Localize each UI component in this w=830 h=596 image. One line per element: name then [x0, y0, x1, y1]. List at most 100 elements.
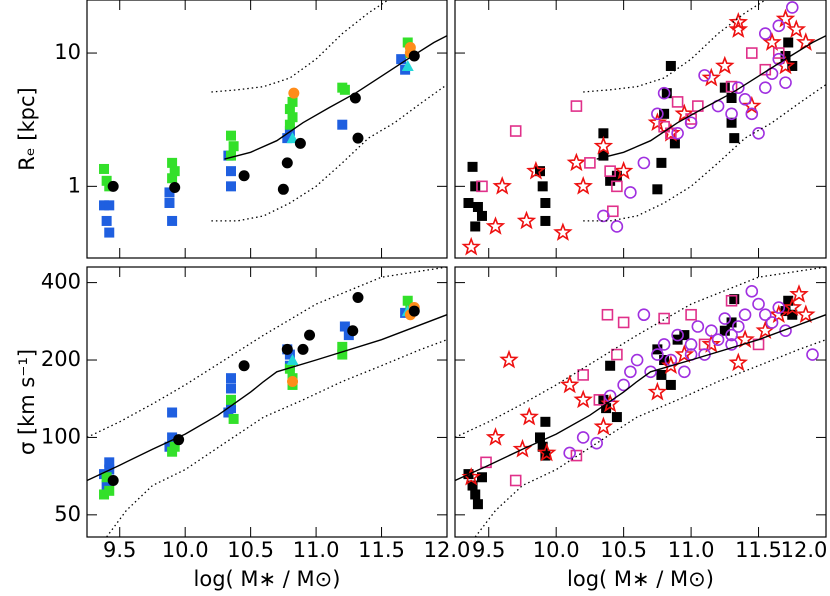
point: [796, 304, 816, 324]
point: [104, 227, 115, 238]
point: [167, 157, 178, 168]
point: [647, 381, 668, 401]
point: [732, 320, 745, 333]
plot-area: [99, 0, 447, 238]
median-line: [455, 314, 826, 482]
point: [789, 284, 809, 303]
point: [470, 221, 481, 232]
point: [337, 119, 348, 130]
point: [659, 355, 670, 366]
point: [593, 135, 614, 155]
point: [463, 197, 474, 208]
point: [593, 394, 606, 406]
point: [729, 133, 740, 144]
point: [758, 27, 772, 40]
point: [284, 119, 295, 130]
point: [726, 117, 737, 128]
y-axis-label: Rₑ [kpc]: [15, 87, 39, 170]
point: [672, 334, 683, 345]
point: [656, 157, 667, 168]
point: [485, 216, 506, 235]
x-tick-label: 10.0: [162, 538, 209, 562]
point: [519, 406, 539, 426]
point: [759, 63, 772, 76]
panel-frame: [454, 266, 827, 538]
point: [470, 489, 481, 500]
y-tick-label: 50: [54, 502, 81, 526]
y-tick-label: 10: [54, 40, 81, 64]
point: [228, 413, 239, 424]
point: [787, 309, 798, 320]
x-tick-label: 9.5: [472, 538, 505, 562]
point: [104, 200, 115, 211]
point: [167, 432, 178, 443]
x-axis-label: log( M∗ / M⊙): [567, 567, 714, 591]
point: [476, 210, 487, 221]
point: [167, 215, 178, 226]
point: [679, 330, 690, 341]
point: [537, 181, 548, 192]
dotted-line: [474, 339, 826, 537]
point: [607, 205, 619, 218]
point: [99, 200, 110, 211]
point: [772, 19, 786, 33]
point: [659, 108, 670, 119]
point: [104, 457, 115, 468]
point: [617, 316, 630, 329]
point: [284, 363, 295, 374]
point: [512, 438, 533, 458]
point: [352, 292, 364, 304]
point: [728, 352, 749, 372]
point: [644, 365, 657, 379]
point: [566, 152, 587, 172]
point: [661, 355, 681, 375]
point: [173, 434, 185, 446]
point: [657, 86, 671, 100]
point: [669, 138, 680, 149]
point: [337, 341, 348, 352]
point: [725, 80, 738, 93]
x-tick-label: 9.5: [103, 538, 136, 562]
point: [684, 338, 698, 351]
point: [540, 416, 551, 427]
point: [698, 69, 711, 82]
point: [101, 175, 112, 186]
point: [674, 344, 695, 363]
point: [783, 37, 794, 48]
point: [509, 125, 522, 137]
point: [729, 294, 740, 305]
point: [691, 320, 705, 333]
median-line: [224, 35, 447, 160]
point: [570, 449, 583, 462]
point: [104, 485, 115, 496]
point: [661, 88, 672, 99]
point: [605, 175, 616, 186]
x-axis-label: log( M∗ / M⊙): [194, 567, 341, 591]
point: [584, 157, 596, 169]
point: [107, 474, 119, 486]
point: [401, 59, 414, 71]
point: [665, 379, 676, 390]
point: [476, 180, 488, 193]
point: [169, 166, 180, 177]
point: [630, 353, 644, 367]
point: [787, 60, 798, 71]
x-tick-label: 12.0: [781, 538, 828, 562]
point: [772, 301, 786, 314]
point: [765, 316, 779, 329]
point: [226, 130, 236, 141]
point: [339, 321, 350, 332]
point: [167, 407, 178, 418]
point: [226, 373, 236, 384]
point: [461, 467, 481, 486]
dotted-line: [87, 267, 447, 438]
point: [509, 474, 522, 487]
point: [738, 308, 752, 322]
point: [593, 416, 614, 436]
y-tick-label: 400: [41, 270, 81, 294]
point: [167, 446, 178, 457]
point: [658, 312, 670, 325]
x-tick-label: 12.0: [424, 538, 471, 562]
point: [570, 100, 583, 112]
x-tick-label: 10.0: [533, 538, 580, 562]
